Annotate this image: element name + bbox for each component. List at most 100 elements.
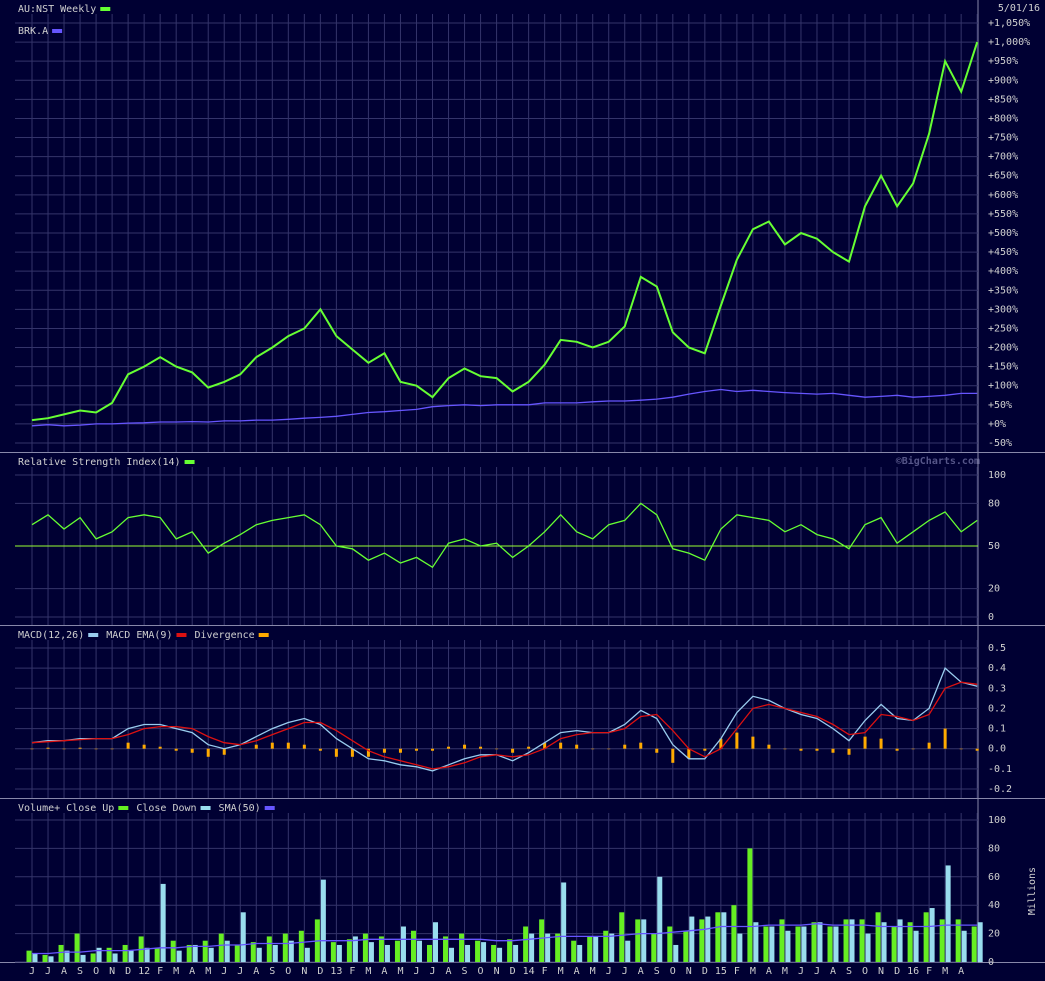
bar xyxy=(58,944,64,962)
bar xyxy=(575,744,579,749)
bar xyxy=(683,930,689,962)
bar xyxy=(449,947,455,962)
bar xyxy=(46,747,50,749)
y-tick-label: +700% xyxy=(988,152,1018,163)
bar xyxy=(737,933,743,962)
x-tick-label: D xyxy=(894,966,900,977)
bar xyxy=(555,933,561,962)
bar xyxy=(42,954,48,962)
y-tick-label: 0 xyxy=(988,612,994,623)
bar xyxy=(447,746,451,749)
legend-swatch xyxy=(88,633,99,637)
y-tick-label: 80 xyxy=(988,498,1000,509)
x-tick-label: O xyxy=(670,966,676,977)
x-tick-label: J xyxy=(798,966,804,977)
x-tick-label: J xyxy=(429,966,435,977)
bar xyxy=(352,936,358,962)
y-tick-label: +800% xyxy=(988,113,1018,124)
bar xyxy=(593,936,599,962)
x-tick-label: D xyxy=(125,966,131,977)
legend-label: Relative Strength Index(14) xyxy=(18,457,181,468)
legend-label: Close Up xyxy=(66,803,114,814)
x-tick-label: 15 xyxy=(715,966,727,977)
y-tick-label: +100% xyxy=(988,381,1018,392)
x-tick-label: S xyxy=(269,966,275,977)
bar xyxy=(78,747,82,749)
bar xyxy=(687,748,691,759)
y-tick-label: +600% xyxy=(988,190,1018,201)
bar xyxy=(272,944,278,962)
bar xyxy=(767,744,771,749)
x-tick-label: M xyxy=(365,966,371,977)
bar xyxy=(875,912,881,962)
bar xyxy=(475,940,481,962)
bar xyxy=(64,950,70,962)
y-tick-label: +1,000% xyxy=(988,37,1030,48)
bar xyxy=(779,919,785,962)
x-tick-label: 14 xyxy=(523,966,535,977)
y-tick-label: +200% xyxy=(988,343,1018,354)
bar xyxy=(414,748,418,751)
bar xyxy=(479,746,483,749)
bar xyxy=(907,922,913,962)
x-tick-label: 16 xyxy=(907,966,919,977)
legend-label: BRK.A xyxy=(18,26,48,37)
bar xyxy=(783,748,787,750)
y-tick-label: +550% xyxy=(988,209,1018,220)
bar xyxy=(715,912,721,962)
x-tick-label: A xyxy=(958,966,964,977)
bar xyxy=(234,944,240,962)
y-tick-label: 100 xyxy=(988,470,1006,481)
x-tick-label: A xyxy=(189,966,195,977)
x-tick-label: D xyxy=(510,966,516,977)
bar xyxy=(731,905,737,962)
bar xyxy=(190,748,194,753)
bar xyxy=(603,930,609,962)
bar xyxy=(945,865,951,962)
bar xyxy=(705,916,711,962)
bar xyxy=(529,933,535,962)
bar xyxy=(843,919,849,962)
bar xyxy=(747,848,753,962)
bar xyxy=(891,926,897,962)
bar xyxy=(398,748,402,753)
legend-swatch xyxy=(100,7,111,11)
series-line xyxy=(31,681,978,770)
x-tick-label: D xyxy=(702,966,708,977)
bar xyxy=(817,922,823,962)
bar xyxy=(735,732,739,749)
bar xyxy=(443,936,449,962)
x-tick-label: S xyxy=(77,966,83,977)
bar xyxy=(655,748,659,753)
x-tick-label: A xyxy=(574,966,580,977)
bar xyxy=(32,953,38,962)
bar xyxy=(110,748,114,750)
x-tick-label: O xyxy=(93,966,99,977)
bar xyxy=(961,930,967,962)
bar xyxy=(186,944,192,962)
bar xyxy=(298,930,304,962)
bar xyxy=(218,933,224,962)
bar xyxy=(431,748,434,751)
x-tick-label: J xyxy=(221,966,227,977)
bar xyxy=(561,882,567,962)
bar xyxy=(539,919,545,962)
legend-label: AU:NST Weekly xyxy=(18,4,96,15)
bar xyxy=(128,950,134,962)
x-tick-label: J xyxy=(814,966,820,977)
bar xyxy=(144,947,150,962)
bar xyxy=(623,744,627,749)
x-tick-label: S xyxy=(654,966,660,977)
legend-title: Volume+ xyxy=(18,803,60,814)
bar xyxy=(154,947,160,962)
bar xyxy=(48,956,54,962)
bar xyxy=(176,950,182,962)
bar xyxy=(527,746,531,749)
y-tick-label: -0.1 xyxy=(988,764,1012,775)
bar xyxy=(577,944,583,962)
x-tick-label: J xyxy=(606,966,612,977)
y-tick-label: +350% xyxy=(988,285,1018,296)
x-tick-label: 12 xyxy=(138,966,150,977)
